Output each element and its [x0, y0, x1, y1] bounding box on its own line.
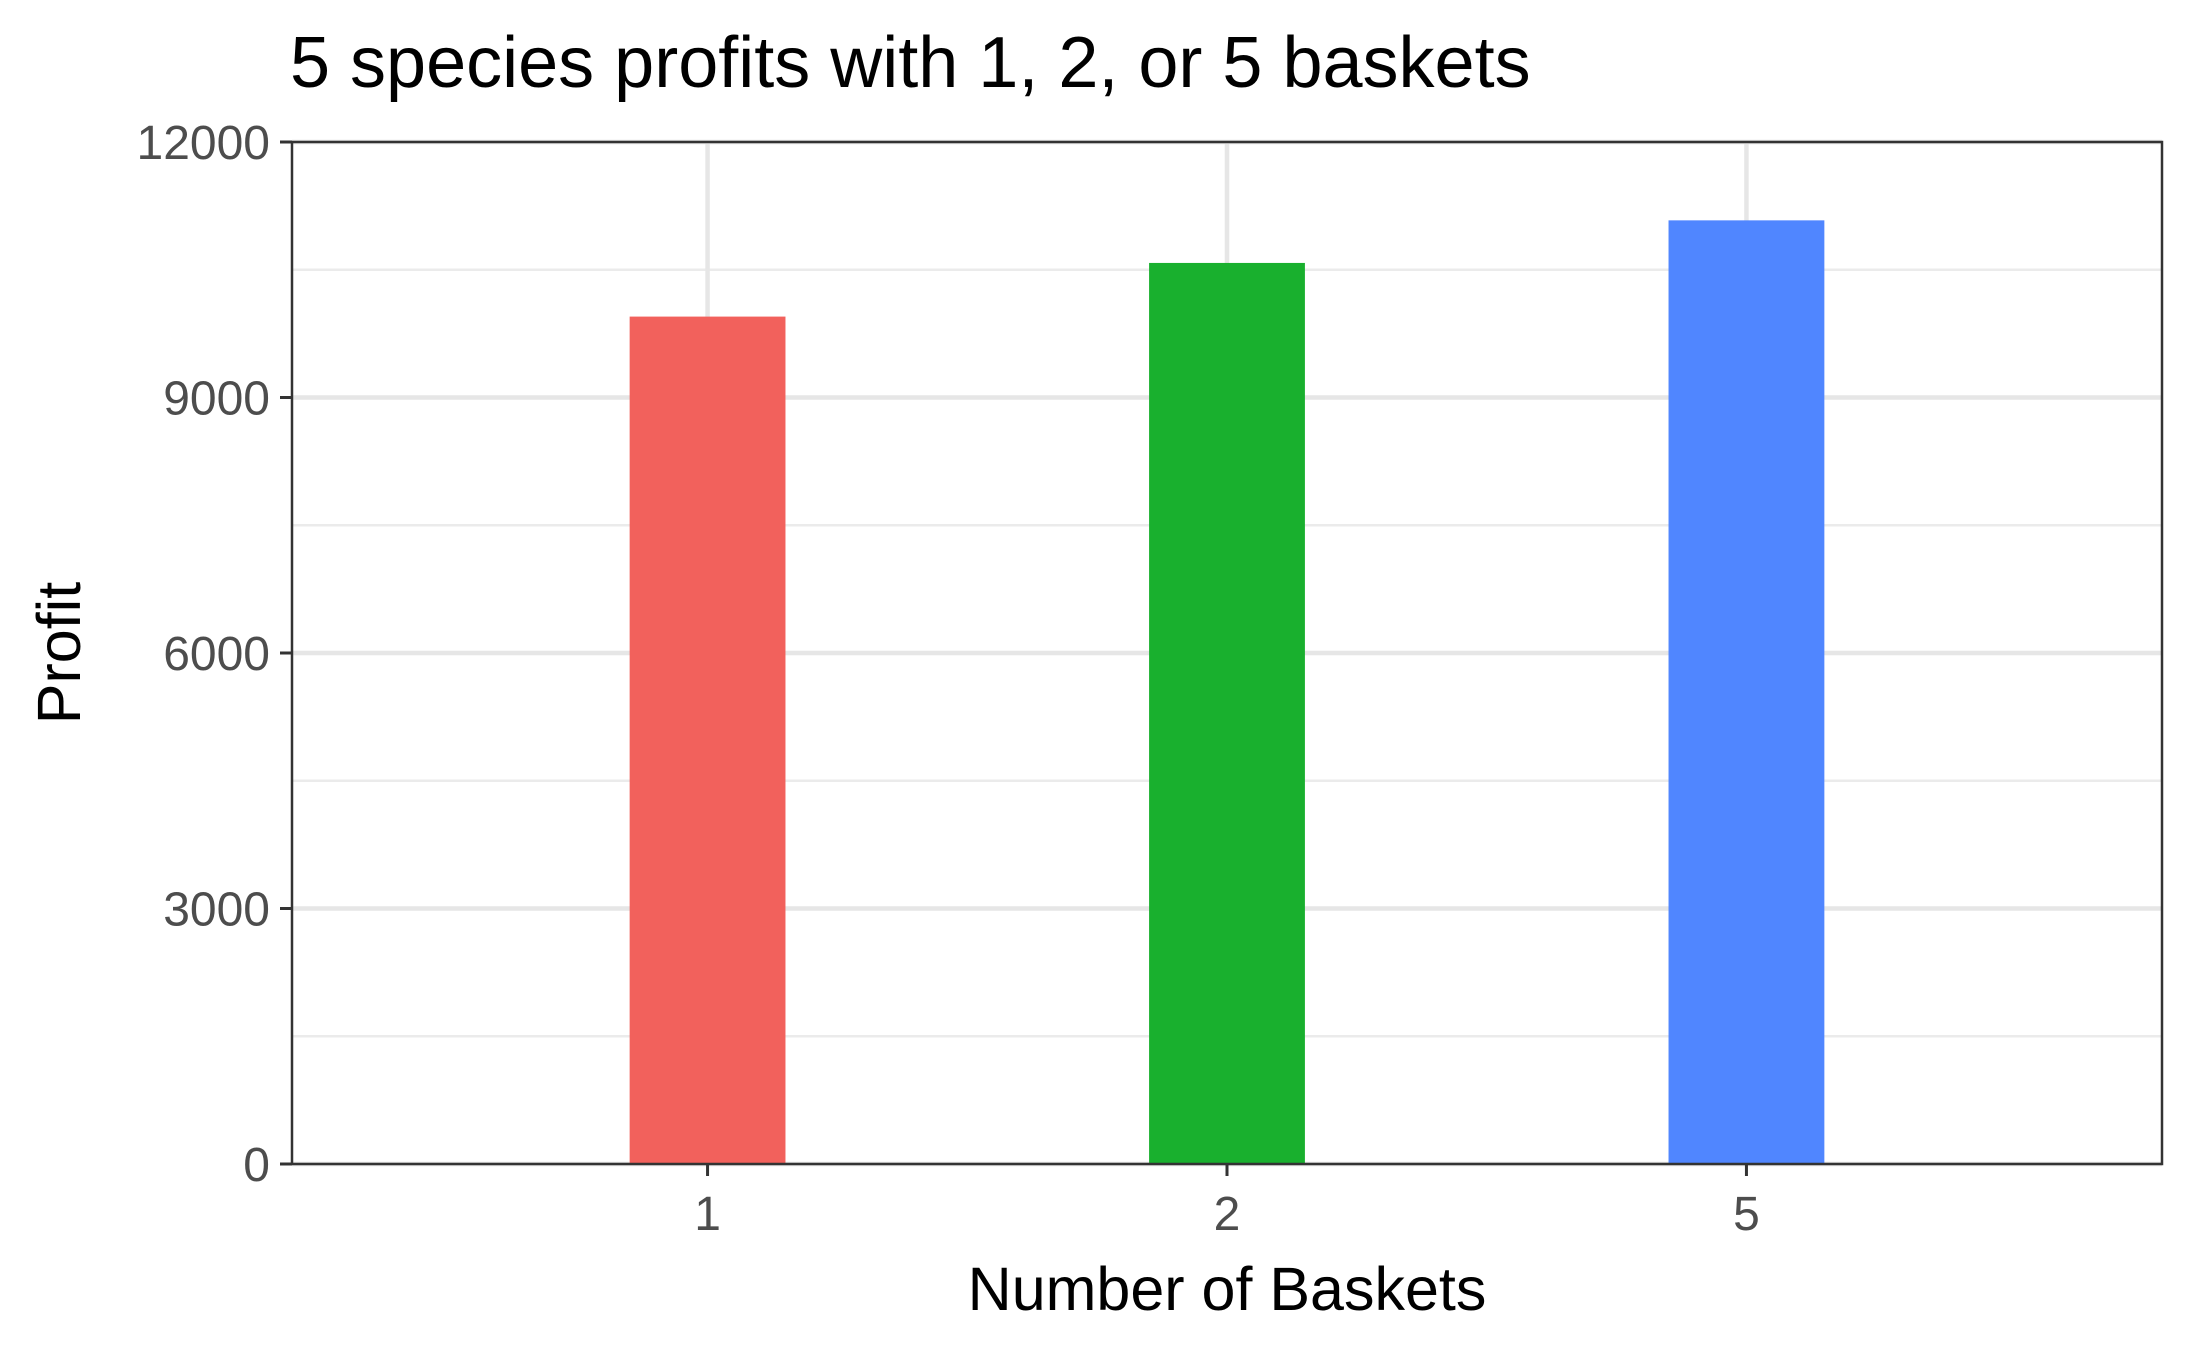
y-tick-label: 3000: [163, 884, 270, 937]
y-tick-label: 0: [243, 1139, 270, 1192]
x-tick-label: 1: [694, 1188, 721, 1241]
x-tick-label: 2: [1214, 1188, 1241, 1241]
x-axis-title: Number of Baskets: [968, 1255, 1487, 1323]
bar-5: [1668, 220, 1825, 1164]
axis-ticks: 0 3000 6000 9000 12000 1 2 5: [137, 117, 1760, 1241]
x-tick-label: 5: [1733, 1188, 1760, 1241]
y-tick-label: 12000: [137, 117, 270, 170]
y-tick-label: 9000: [163, 373, 270, 426]
y-tick-label: 6000: [163, 628, 270, 681]
chart-title: 5 species profits with 1, 2, or 5 basket…: [290, 23, 1531, 103]
bars: [629, 220, 1825, 1165]
y-axis-title: Profit: [25, 582, 93, 724]
bar-2: [1149, 262, 1305, 1165]
bar-1: [629, 316, 786, 1164]
